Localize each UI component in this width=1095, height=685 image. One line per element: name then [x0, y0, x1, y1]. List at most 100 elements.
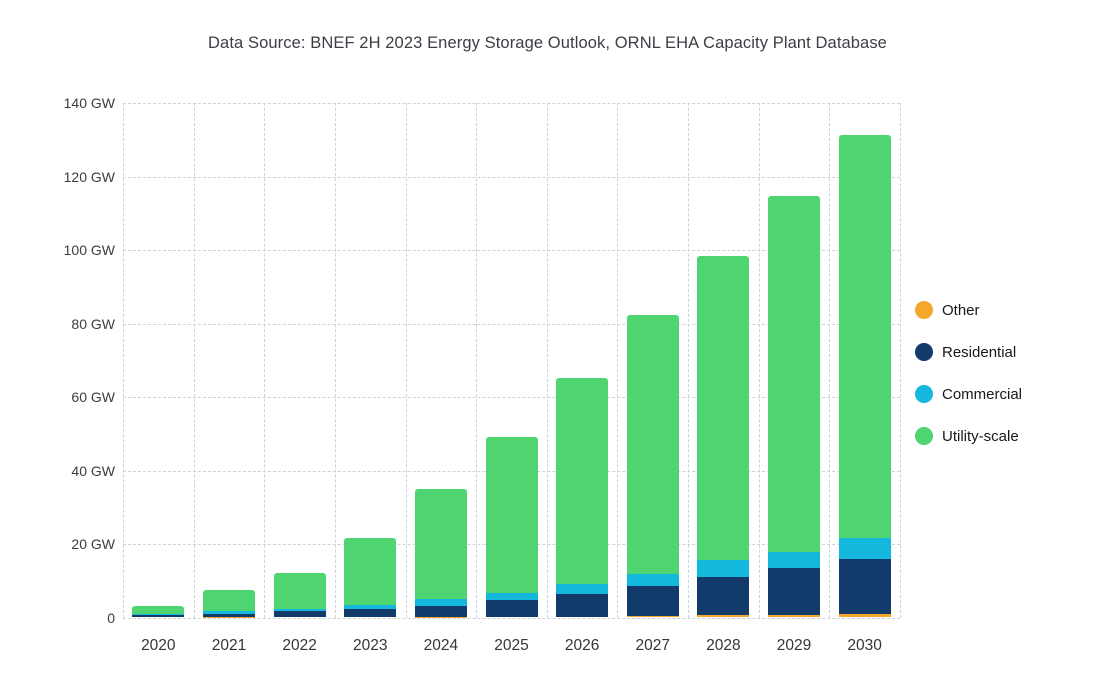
bar-segment-utility[interactable]	[556, 377, 609, 585]
y-axis-tick-label: 80 GW	[71, 315, 115, 332]
legend-dot-commercial-icon	[915, 385, 933, 403]
bar-segment-commercial[interactable]	[273, 608, 326, 612]
y-axis-tick-label: 20 GW	[71, 536, 115, 552]
legend-dot-other-icon	[915, 301, 933, 319]
legend-dot-utility-icon	[915, 427, 933, 445]
x-axis-tick-label: 2020	[141, 637, 176, 654]
bar-segment-utility[interactable]	[202, 589, 255, 611]
bar-segment-commercial[interactable]	[838, 538, 891, 560]
bar-segment-utility[interactable]	[768, 195, 821, 553]
bar-segment-residential[interactable]	[485, 600, 538, 617]
bar-2027[interactable]	[626, 315, 679, 618]
chart-title: Data Source: BNEF 2H 2023 Energy Storage…	[208, 34, 887, 52]
bar-segment-commercial[interactable]	[768, 552, 821, 568]
bar-2021[interactable]	[202, 589, 255, 618]
bar-segment-commercial[interactable]	[626, 573, 679, 586]
bar-segment-residential[interactable]	[202, 613, 255, 618]
gridline-vertical	[264, 103, 266, 618]
legend-item-label: Utility-scale	[942, 427, 1019, 445]
bar-segment-residential[interactable]	[556, 593, 609, 617]
legend-dot-residential-icon	[915, 343, 933, 361]
x-axis-tick-label: 2027	[635, 637, 670, 654]
x-axis-tick-label: 2028	[706, 637, 741, 654]
bar-segment-commercial[interactable]	[697, 559, 750, 578]
gridline-vertical	[900, 103, 901, 618]
bar-2023[interactable]	[344, 538, 397, 618]
bar-segment-other[interactable]	[697, 614, 750, 618]
bar-segment-utility[interactable]	[344, 538, 397, 605]
bar-segment-commercial[interactable]	[485, 592, 538, 601]
x-axis-tick-label: 2023	[352, 637, 388, 654]
bar-segment-utility[interactable]	[132, 605, 185, 614]
y-axis-tick-label: 60 GW	[71, 389, 115, 405]
y-axis-tick-label: 140 GW	[63, 95, 115, 111]
bar-segment-commercial[interactable]	[202, 610, 255, 614]
bar-segment-commercial[interactable]	[414, 598, 467, 606]
gridline-vertical	[123, 103, 124, 618]
gridline-vertical	[688, 103, 690, 618]
legend-item-other[interactable]: Other	[915, 301, 1022, 319]
gridline-horizontal	[123, 103, 900, 104]
gridline-horizontal	[123, 617, 900, 619]
gridline-vertical	[758, 103, 760, 618]
y-axis-tick-label: 100 GW	[63, 242, 115, 258]
y-axis-tick-label: 120 GW	[63, 168, 115, 185]
gridline-vertical	[334, 103, 336, 618]
bar-segment-other[interactable]	[768, 614, 821, 618]
gridline-vertical	[405, 103, 407, 618]
x-axis-tick-label: 2022	[282, 637, 317, 654]
gridline-horizontal	[123, 323, 900, 325]
bar-segment-residential[interactable]	[697, 577, 750, 615]
bar-2026[interactable]	[556, 377, 609, 618]
gridline-vertical	[476, 103, 478, 618]
bar-2029[interactable]	[768, 195, 821, 618]
legend-item-label: Commercial	[942, 385, 1023, 403]
bar-segment-utility[interactable]	[697, 255, 750, 560]
bar-segment-residential[interactable]	[132, 615, 185, 618]
gridline-vertical	[617, 103, 619, 618]
x-axis-tick-label: 2025	[494, 637, 529, 654]
legend: Other Residential Commercial Utility-scale	[915, 301, 1022, 469]
bar-segment-residential[interactable]	[273, 611, 326, 618]
bar-segment-residential[interactable]	[344, 608, 397, 618]
gridline-vertical	[193, 103, 195, 618]
bar-segment-residential[interactable]	[838, 559, 891, 614]
y-axis-tick-label: 40 GW	[71, 462, 115, 479]
bar-2025[interactable]	[485, 437, 538, 618]
bar-segment-residential[interactable]	[768, 567, 821, 615]
gridline-vertical	[829, 103, 831, 618]
gridline-horizontal	[123, 250, 900, 251]
bar-2020[interactable]	[132, 605, 185, 618]
legend-item-residential[interactable]: Residential	[915, 343, 1022, 361]
bar-segment-commercial[interactable]	[344, 604, 397, 609]
x-axis-tick-label: 2021	[211, 637, 247, 654]
bar-segment-utility[interactable]	[838, 134, 891, 539]
bar-segment-utility[interactable]	[485, 437, 538, 593]
bar-segment-residential[interactable]	[626, 585, 679, 617]
bar-2028[interactable]	[697, 255, 750, 618]
bar-segment-other[interactable]	[626, 616, 679, 618]
legend-item-label: Other	[942, 301, 980, 319]
bar-2030[interactable]	[838, 134, 891, 618]
x-axis-tick-label: 2030	[847, 637, 882, 654]
gridline-vertical	[546, 103, 548, 618]
bar-2024[interactable]	[414, 488, 467, 618]
x-axis-tick-label: 2029	[776, 637, 812, 654]
gridline-horizontal	[123, 176, 900, 178]
bar-segment-commercial[interactable]	[556, 584, 609, 594]
bar-segment-residential[interactable]	[414, 605, 467, 618]
bar-segment-utility[interactable]	[273, 573, 326, 609]
bar-segment-utility[interactable]	[414, 488, 467, 599]
bar-2022[interactable]	[273, 573, 326, 618]
bar-segment-utility[interactable]	[626, 315, 679, 574]
bar-segment-commercial[interactable]	[132, 613, 185, 616]
gridline-horizontal	[123, 397, 900, 398]
x-axis-tick-label: 2024	[423, 637, 459, 654]
legend-item-utility[interactable]: Utility-scale	[915, 427, 1022, 445]
y-axis-tick-label: 0	[107, 609, 115, 626]
legend-item-label: Residential	[942, 343, 1017, 361]
bar-segment-other[interactable]	[838, 613, 891, 618]
legend-item-commercial[interactable]: Commercial	[915, 385, 1022, 403]
